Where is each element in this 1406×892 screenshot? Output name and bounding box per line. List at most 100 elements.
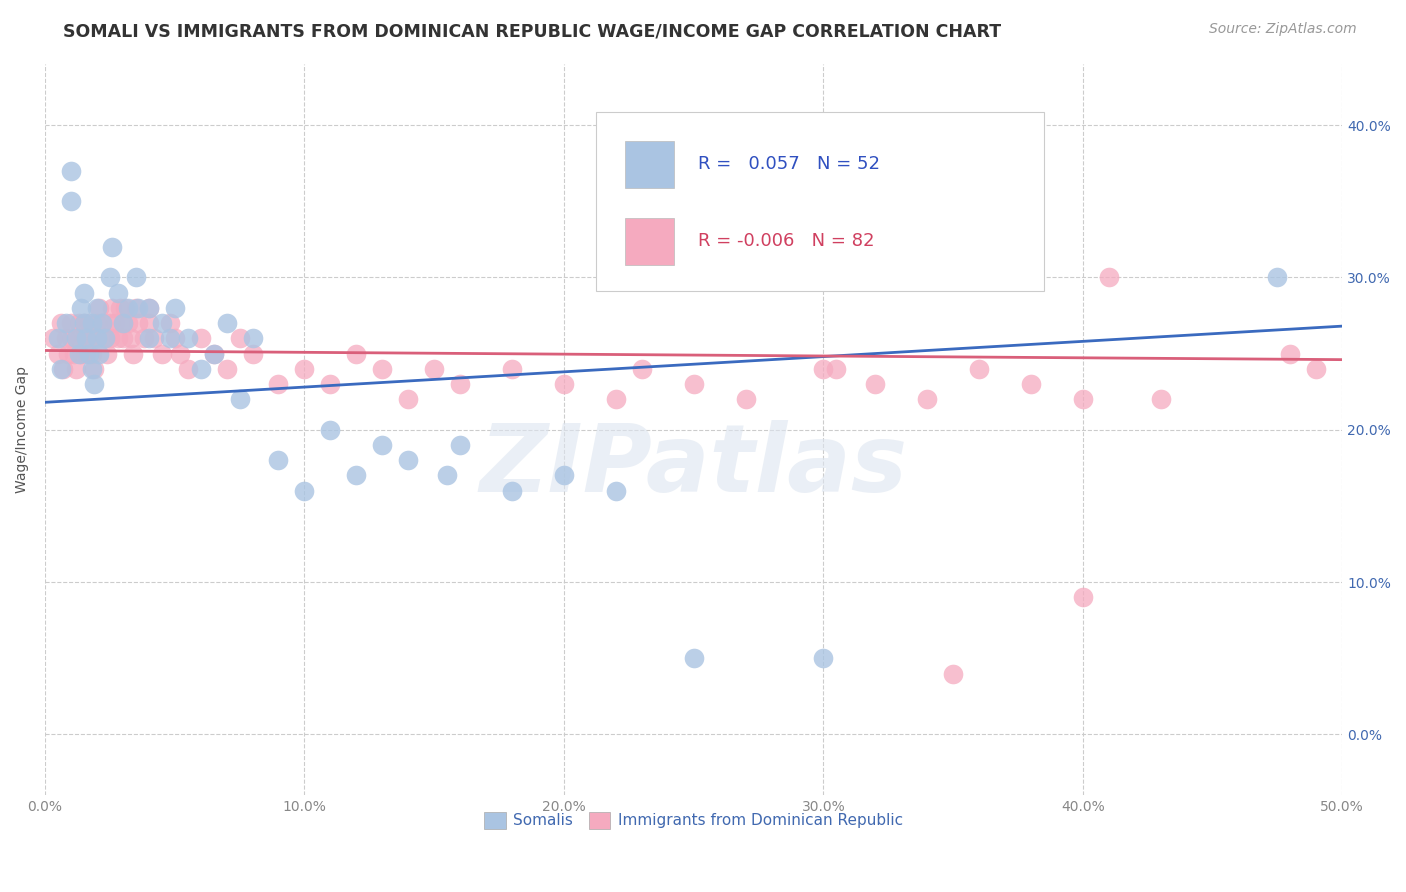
Point [73,285,96,300]
Point [501,361,523,376]
Point [682,377,704,392]
Point [91,316,114,330]
Point [73,316,96,330]
Legend: Somalis, Immigrants from Dominican Republic: Somalis, Immigrants from Dominican Repub… [478,805,908,835]
FancyBboxPatch shape [624,218,673,265]
Point [915,392,938,407]
Point [163,331,186,345]
Point [436,468,458,483]
Text: ZIPatlas: ZIPatlas [479,420,908,512]
Point [1098,270,1121,285]
Point [80,316,103,330]
Point [605,483,627,498]
Point [371,438,394,452]
Point [89,346,111,360]
Point [202,346,225,360]
Point [46,331,69,345]
Point [76,346,98,360]
Point [86,331,108,345]
Point [65,361,87,376]
Point [86,301,108,315]
Point [98,270,121,285]
Point [76,331,98,345]
Point [813,651,835,665]
Point [150,316,173,330]
Text: R =   0.057   N = 52: R = 0.057 N = 52 [697,155,880,173]
Point [138,301,160,315]
Point [138,331,160,345]
Point [110,301,132,315]
Point [67,331,90,345]
Point [553,468,575,483]
Point [176,361,198,376]
Point [553,377,575,392]
Point [58,346,80,360]
Point [77,346,100,360]
Point [371,361,394,376]
Point [127,316,149,330]
Point [942,666,965,681]
Point [83,377,105,392]
Point [77,316,100,330]
FancyBboxPatch shape [624,141,673,188]
Point [125,301,148,315]
Point [190,331,212,345]
Point [294,361,316,376]
Point [122,346,145,360]
Point [73,316,96,330]
Point [1071,392,1094,407]
Point [62,346,84,360]
Point [91,316,114,330]
Point [70,301,93,315]
Point [228,392,250,407]
Point [1019,377,1042,392]
Point [80,361,103,376]
Point [117,301,139,315]
Point [176,331,198,345]
Point [449,377,471,392]
Point [98,316,121,330]
Point [120,331,142,345]
Point [682,651,704,665]
Point [138,316,160,330]
Point [159,316,181,330]
Point [344,346,367,360]
Point [117,316,139,330]
Point [67,346,90,360]
Point [267,377,290,392]
Point [83,361,105,376]
Point [501,483,523,498]
Point [101,240,124,254]
Point [127,301,149,315]
Point [825,361,848,376]
Point [107,285,129,300]
Point [104,316,127,330]
Point [114,301,136,315]
Point [89,301,111,315]
Point [111,316,134,330]
Text: SOMALI VS IMMIGRANTS FROM DOMINICAN REPUBLIC WAGE/INCOME GAP CORRELATION CHART: SOMALI VS IMMIGRANTS FROM DOMINICAN REPU… [63,22,1001,40]
Point [111,331,134,345]
Point [142,331,165,345]
Point [55,331,77,345]
Point [163,301,186,315]
Point [111,316,134,330]
Point [98,331,121,345]
Point [55,316,77,330]
Point [86,331,108,345]
Point [150,346,173,360]
Point [396,453,419,467]
Point [1019,270,1042,285]
Point [96,346,118,360]
Point [80,346,103,360]
Point [190,361,212,376]
Point [101,301,124,315]
Point [242,331,264,345]
Point [228,331,250,345]
Point [125,270,148,285]
Point [242,346,264,360]
Text: Source: ZipAtlas.com: Source: ZipAtlas.com [1209,22,1357,37]
Y-axis label: Wage/Income Gap: Wage/Income Gap [15,367,30,493]
Point [86,316,108,330]
Text: R = -0.006   N = 82: R = -0.006 N = 82 [697,232,875,250]
